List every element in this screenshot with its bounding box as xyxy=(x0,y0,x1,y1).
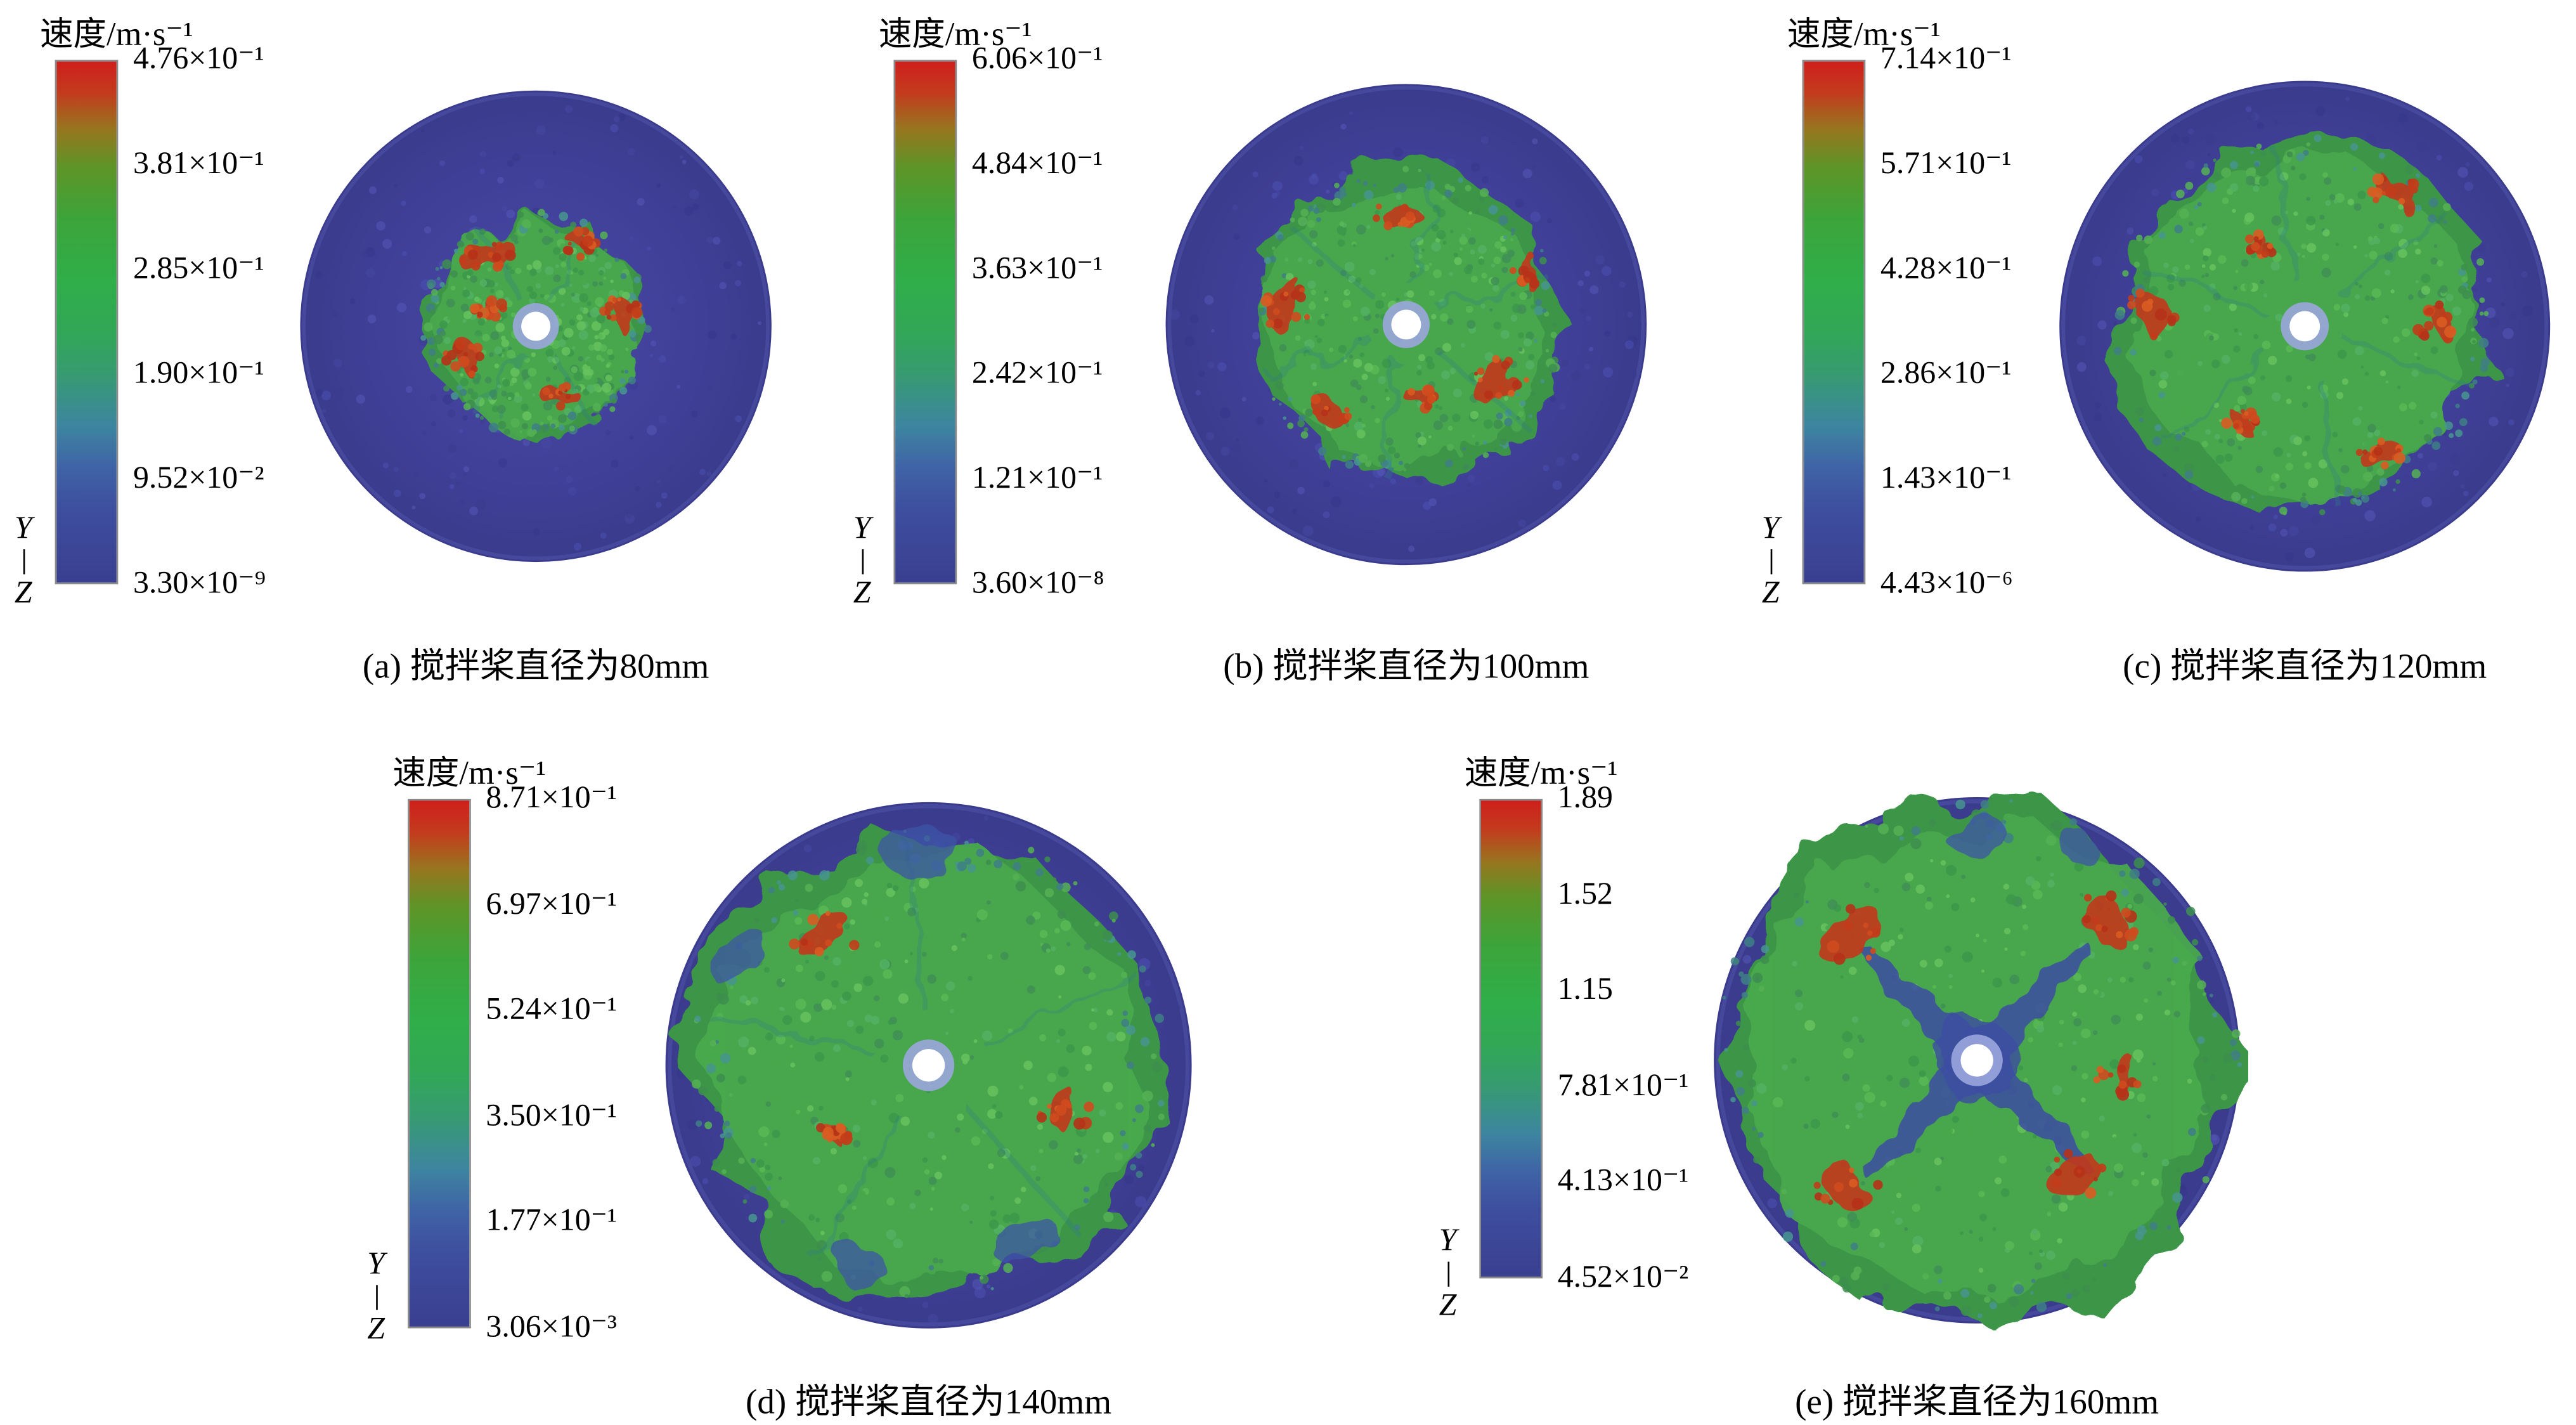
colorbar-tick: 3.81×10⁻¹ xyxy=(133,146,264,182)
colorbar-tick: 4.13×10⁻¹ xyxy=(1557,1164,1689,1199)
axis-z-label: Z xyxy=(1761,576,1780,611)
colorbar xyxy=(893,60,957,585)
colorbar-title: 速度/m·s⁻¹ xyxy=(392,755,547,793)
axis-y-label: Y xyxy=(853,511,871,546)
axis-indicator: Y Z xyxy=(842,512,882,611)
colorbar-tick: 5.71×10⁻¹ xyxy=(1880,146,2012,182)
colorbar-title: 速度/m·s⁻¹ xyxy=(878,16,1032,53)
colorbar-tick: 2.86×10⁻¹ xyxy=(1880,356,2012,391)
velocity-contour-plot xyxy=(300,90,772,563)
colorbar-tick: 3.60×10⁻⁸ xyxy=(971,566,1104,601)
colorbar-ticks: 1.89 1.52 1.15 7.81×10⁻¹ 4.13×10⁻¹ 4.52×… xyxy=(1558,781,1774,1297)
colorbar-tick: 3.30×10⁻⁹ xyxy=(133,566,266,601)
velocity-contour-plot xyxy=(1165,84,1647,566)
colorbar-tick: 6.97×10⁻¹ xyxy=(486,886,617,922)
axis-line xyxy=(22,549,25,575)
colorbar-tick: 1.15 xyxy=(1557,972,1613,1008)
panel-caption: (a) 搅拌桨直径为80mm xyxy=(362,646,709,686)
axis-indicator: Y Z xyxy=(356,1246,396,1347)
colorbar-tick: 4.76×10⁻¹ xyxy=(133,41,264,77)
axis-z-label: Z xyxy=(1439,1288,1457,1324)
axis-y-label: Y xyxy=(367,1246,385,1282)
colorbar-tick: 7.81×10⁻¹ xyxy=(1557,1068,1689,1103)
velocity-contour-plot xyxy=(665,802,1192,1329)
axis-indicator: Y Z xyxy=(3,512,43,611)
colorbar-tick: 1.89 xyxy=(1557,780,1613,816)
axis-y-label: Y xyxy=(1761,511,1780,546)
axis-line xyxy=(1447,1261,1449,1287)
colorbar-tick: 4.43×10⁻⁶ xyxy=(1880,566,2013,601)
colorbar-title: 速度/m·s⁻¹ xyxy=(1787,16,1941,53)
colorbar-tick: 3.06×10⁻³ xyxy=(486,1310,617,1345)
colorbar-tick: 1.77×10⁻¹ xyxy=(486,1204,617,1239)
colorbar-tick: 3.63×10⁻¹ xyxy=(971,251,1103,287)
colorbar-ticks: 4.76×10⁻¹ 3.81×10⁻¹ 2.85×10⁻¹ 1.90×10⁻¹ … xyxy=(133,42,349,603)
panel-caption: (d) 搅拌桨直径为140mm xyxy=(745,1381,1112,1422)
colorbar-tick: 4.28×10⁻¹ xyxy=(1880,251,2012,287)
colorbar-tick: 8.71×10⁻¹ xyxy=(486,780,617,816)
colorbar-tick: 2.42×10⁻¹ xyxy=(971,356,1103,391)
colorbar-tick: 4.84×10⁻¹ xyxy=(971,146,1103,182)
colorbar-tick: 1.21×10⁻¹ xyxy=(971,461,1103,497)
axis-z-label: Z xyxy=(853,576,871,611)
colorbar-tick: 7.14×10⁻¹ xyxy=(1880,41,2012,77)
colorbar-title: 速度/m·s⁻¹ xyxy=(1464,755,1618,793)
colorbar-tick: 2.85×10⁻¹ xyxy=(133,251,264,287)
colorbar-tick: 9.52×10⁻² xyxy=(133,461,264,497)
colorbar xyxy=(55,60,119,585)
axis-indicator: Y Z xyxy=(1428,1223,1468,1324)
colorbar-ticks: 8.71×10⁻¹ 6.97×10⁻¹ 5.24×10⁻¹ 3.50×10⁻¹ … xyxy=(486,781,702,1346)
axis-line xyxy=(1770,549,1771,575)
colorbar-tick: 1.52 xyxy=(1557,876,1613,912)
axis-z-label: Z xyxy=(14,576,32,611)
colorbar-tick: 6.06×10⁻¹ xyxy=(971,41,1103,77)
colorbar-ticks: 7.14×10⁻¹ 5.71×10⁻¹ 4.28×10⁻¹ 2.86×10⁻¹ … xyxy=(1880,42,2097,603)
panel-caption: (e) 搅拌桨直径为160mm xyxy=(1795,1381,2159,1422)
colorbar-ticks: 6.06×10⁻¹ 4.84×10⁻¹ 3.63×10⁻¹ 2.42×10⁻¹ … xyxy=(972,42,1188,603)
axis-line xyxy=(861,549,863,575)
colorbar-title: 速度/m·s⁻¹ xyxy=(39,16,193,53)
axis-line xyxy=(375,1285,377,1310)
velocity-contour-plot xyxy=(1714,790,2248,1324)
velocity-contour-plot xyxy=(2059,81,2551,572)
colorbar-tick: 5.24×10⁻¹ xyxy=(486,992,617,1027)
axis-indicator: Y Z xyxy=(1751,512,1790,611)
panel-caption: (c) 搅拌桨直径为120mm xyxy=(2123,646,2487,686)
colorbar-tick: 4.52×10⁻² xyxy=(1557,1259,1689,1295)
axis-y-label: Y xyxy=(1439,1223,1457,1259)
colorbar xyxy=(408,798,471,1329)
colorbar xyxy=(1479,798,1543,1279)
colorbar-tick: 1.43×10⁻¹ xyxy=(1880,461,2012,497)
colorbar xyxy=(1802,60,1866,585)
colorbar-tick: 1.90×10⁻¹ xyxy=(133,356,264,391)
colorbar-tick: 3.50×10⁻¹ xyxy=(486,1098,617,1133)
panel-caption: (b) 搅拌桨直径为100mm xyxy=(1223,646,1589,686)
axis-y-label: Y xyxy=(14,511,32,546)
axis-z-label: Z xyxy=(367,1311,385,1347)
